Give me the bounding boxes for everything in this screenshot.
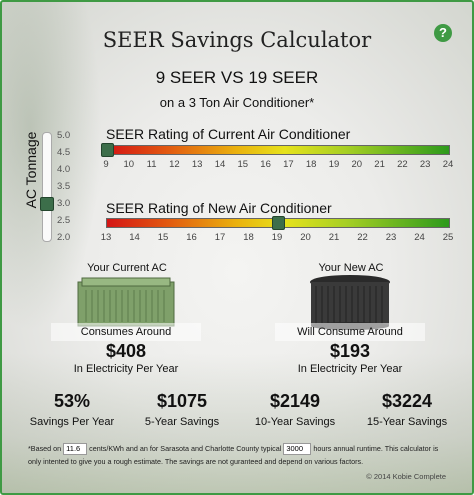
seer-tick: 13 — [100, 232, 112, 243]
current-ac-title: Your Current AC — [87, 262, 167, 274]
tonnage-slider-handle[interactable] — [40, 197, 54, 211]
copyright: © 2014 Kobie Complete — [366, 472, 446, 481]
old-ac-unit-image — [77, 277, 175, 327]
seer-tick: 21 — [374, 159, 385, 170]
seer-tick: 19 — [328, 159, 340, 170]
stat-savings-per-year: 53% Savings Per Year — [22, 391, 122, 428]
stat-10-year-savings: $2149 10-Year Savings — [245, 391, 345, 428]
new-ac-title: Your New AC — [318, 262, 384, 274]
background-foliage — [2, 2, 102, 332]
seer-tick: 18 — [305, 159, 317, 170]
tonnage-tick: 4.0 — [57, 164, 71, 175]
seer-tick: 23 — [419, 159, 431, 170]
current-seer-ticks: 9 10 11 12 13 14 15 16 17 18 19 20 21 22 23 24 — [103, 159, 453, 171]
background-ground — [2, 353, 472, 493]
comparison-heading: 9 SEER VS 19 SEER — [155, 68, 319, 87]
current-cost-caption: In Electricity Per Year — [73, 363, 179, 375]
seer-tick: 25 — [442, 232, 454, 243]
seer-tick: 19 — [271, 232, 283, 243]
seer-tick: 9 — [103, 159, 109, 170]
seer-tick: 13 — [191, 159, 203, 170]
new-ac-unit-image — [310, 275, 390, 330]
new-cost-caption: In Electricity Per Year — [297, 363, 403, 375]
footnote-text-1: *Based on — [28, 444, 62, 453]
seer-tick: 23 — [385, 232, 397, 243]
stat-value: 53% — [53, 391, 91, 411]
tonnage-tick: 4.5 — [57, 147, 71, 158]
electricity-rate-input[interactable] — [63, 442, 88, 455]
seer-tick: 16 — [186, 232, 197, 243]
current-yearly-cost: $408 — [105, 341, 147, 361]
footnote-text-3: hours annual runtime. This calculator is… — [28, 444, 439, 466]
tonnage-slider[interactable] — [40, 132, 54, 242]
seer-tick: 22 — [397, 159, 408, 170]
stat-15-year-savings: $3224 15-Year Savings — [357, 391, 457, 428]
stat-value: $3224 — [381, 391, 433, 411]
seer-tick: 10 — [123, 159, 135, 170]
new-seer-slider[interactable] — [106, 216, 450, 230]
new-yearly-cost: $193 — [329, 341, 371, 361]
current-consumes-label: Consumes Around — [51, 323, 201, 341]
seer-tick: 14 — [129, 232, 140, 243]
seer-tick: 20 — [300, 232, 311, 243]
stat-label: 5-Year Savings — [144, 416, 220, 428]
stat-label: Savings Per Year — [29, 416, 115, 428]
current-seer-slider-handle[interactable] — [101, 143, 114, 157]
tonnage-label: AC Tonnage — [23, 131, 39, 209]
footnote-text-2: cents/KWh and an for Sarasota and Charlo… — [89, 444, 282, 453]
tonnage-ticks: 5.0 4.5 4.0 3.5 3.0 2.5 2.0 — [57, 130, 81, 243]
stat-5-year-savings: $1075 5-Year Savings — [132, 391, 232, 428]
seer-tick: 24 — [414, 232, 425, 243]
seer-tick: 18 — [243, 232, 254, 243]
seer-tick: 20 — [351, 159, 363, 170]
stat-value: $1075 — [156, 391, 208, 411]
seer-tick: 22 — [357, 232, 368, 243]
stat-label: 15-Year Savings — [366, 416, 448, 428]
seer-tick: 15 — [157, 232, 169, 243]
tonnage-tick: 2.0 — [57, 232, 71, 243]
page-title: SEER Savings Calculator — [102, 28, 372, 52]
tonnage-tick: 2.5 — [57, 215, 71, 226]
footnote: *Based on cents/KWh and an for Sarasota … — [28, 442, 448, 468]
seer-tick: 17 — [214, 232, 226, 243]
seer-tick: 17 — [283, 159, 294, 170]
new-seer-label: SEER Rating of New Air Conditioner — [106, 200, 332, 216]
seer-tick: 24 — [442, 159, 454, 170]
seer-tick: 21 — [328, 232, 340, 243]
new-seer-ticks: 13 14 15 16 17 18 19 20 21 22 23 24 25 — [101, 232, 454, 244]
annual-hours-input[interactable] — [283, 442, 312, 455]
new-seer-slider-handle[interactable] — [272, 216, 285, 230]
tonnage-tick: 3.0 — [57, 198, 71, 209]
current-seer-slider[interactable] — [101, 143, 450, 157]
tonnage-tick: 5.0 — [57, 130, 71, 141]
new-consumes-label: Will Consume Around — [275, 323, 425, 341]
help-icon[interactable]: ? — [434, 24, 452, 42]
seer-tick: 15 — [237, 159, 249, 170]
stat-value: $2149 — [269, 391, 321, 411]
tonnage-subtitle: on a 3 Ton Air Conditioner* — [159, 95, 315, 110]
stat-label: 10-Year Savings — [254, 416, 336, 428]
current-seer-label: SEER Rating of Current Air Conditioner — [106, 126, 351, 142]
seer-tick: 14 — [214, 159, 226, 170]
seer-tick: 16 — [260, 159, 271, 170]
seer-tick: 12 — [169, 159, 180, 170]
seer-tick: 11 — [146, 159, 157, 170]
tonnage-tick: 3.5 — [57, 181, 71, 192]
